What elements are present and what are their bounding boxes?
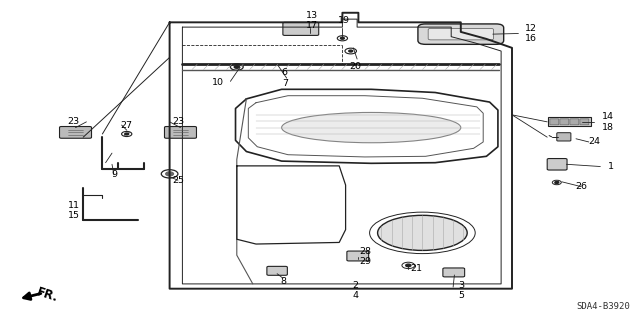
Text: 26: 26 — [575, 182, 588, 191]
Circle shape — [406, 264, 411, 267]
Circle shape — [166, 172, 173, 176]
Text: 20: 20 — [349, 63, 361, 71]
Text: 12
16: 12 16 — [525, 24, 537, 43]
FancyBboxPatch shape — [550, 119, 559, 125]
Polygon shape — [548, 117, 591, 126]
FancyBboxPatch shape — [60, 127, 92, 138]
Text: 10: 10 — [212, 78, 224, 87]
Text: 1: 1 — [609, 162, 614, 171]
Text: 3
5: 3 5 — [458, 281, 464, 300]
Text: FR.: FR. — [35, 286, 60, 305]
Text: 9: 9 — [111, 170, 117, 179]
Text: 23: 23 — [68, 117, 79, 126]
Text: 2
4: 2 4 — [352, 281, 358, 300]
FancyBboxPatch shape — [418, 24, 504, 44]
FancyBboxPatch shape — [283, 22, 319, 35]
Text: 23: 23 — [172, 117, 184, 126]
Text: SDA4-B3920: SDA4-B3920 — [577, 302, 630, 311]
FancyBboxPatch shape — [347, 251, 369, 261]
FancyBboxPatch shape — [428, 28, 493, 40]
Text: 14
18: 14 18 — [602, 112, 614, 131]
Ellipse shape — [282, 113, 461, 143]
Text: 8: 8 — [280, 277, 286, 286]
FancyBboxPatch shape — [580, 119, 589, 125]
Text: 19: 19 — [339, 16, 350, 25]
Text: 27: 27 — [121, 121, 132, 130]
Text: 25: 25 — [172, 176, 184, 185]
FancyBboxPatch shape — [443, 268, 465, 277]
Text: 11
15: 11 15 — [68, 201, 79, 220]
Text: 21: 21 — [410, 264, 422, 273]
Circle shape — [125, 133, 129, 135]
Circle shape — [340, 37, 344, 39]
Text: 28
29: 28 29 — [359, 247, 371, 266]
Text: 13
17: 13 17 — [307, 11, 318, 30]
FancyBboxPatch shape — [547, 159, 567, 170]
Ellipse shape — [378, 215, 467, 250]
Circle shape — [349, 50, 353, 52]
Text: 6
7: 6 7 — [282, 69, 288, 88]
Circle shape — [234, 66, 239, 68]
FancyBboxPatch shape — [570, 119, 579, 125]
Circle shape — [555, 182, 559, 183]
FancyBboxPatch shape — [267, 266, 287, 275]
FancyBboxPatch shape — [164, 127, 196, 138]
FancyBboxPatch shape — [560, 119, 569, 125]
Text: 24: 24 — [588, 137, 600, 146]
FancyBboxPatch shape — [557, 133, 571, 141]
